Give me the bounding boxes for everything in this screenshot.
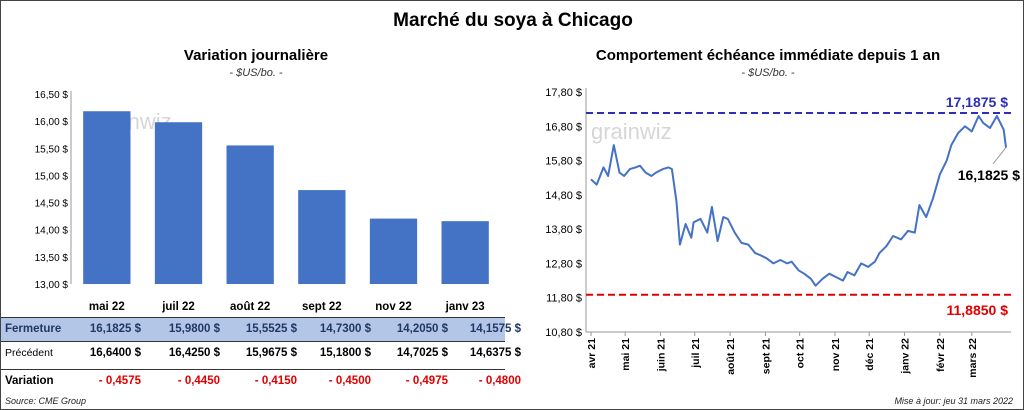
last-value-leader (992, 147, 1007, 165)
x-tick-label: nov 22 (375, 301, 411, 313)
main-title: Marché du soya à Chicago (393, 10, 633, 31)
bar-2 (226, 145, 274, 284)
table-cell-prev-5: 14,6375 $ (469, 347, 521, 359)
max-label: 17,1875 $ (946, 94, 1008, 110)
last-value-label: 16,1825 $ (958, 167, 1020, 183)
line-chart-title: Comportement échéance immédiate depuis 1… (595, 47, 941, 64)
table-cell-var-1: - 0,4450 (177, 375, 220, 387)
row-label-previous: Précédent (5, 347, 53, 359)
y-tick-label: 15,80 $ (545, 156, 582, 168)
source-note: Source: CME Group (5, 396, 87, 406)
table-cell-var-4: - 0,4975 (405, 375, 448, 387)
line-chart-unit: - $US/bo. - (741, 67, 795, 79)
y-tick-label: 16,50 $ (35, 90, 69, 101)
x-tick-label: févr 22 (935, 338, 947, 372)
x-tick-label: juil 22 (161, 301, 195, 313)
x-tick-label: juil 21 (690, 338, 702, 369)
min-label: 11,8850 $ (946, 302, 1008, 318)
table-cell-close-3: 14,7300 $ (319, 323, 371, 335)
x-tick-label: déc 21 (864, 338, 876, 371)
x-tick-label: avr 21 (586, 338, 598, 369)
y-tick-label: 14,00 $ (35, 226, 69, 237)
x-tick-label: juin 21 (656, 338, 668, 372)
table-cell-prev-1: 16,4250 $ (168, 347, 220, 359)
table-cell-close-2: 15,5525 $ (245, 323, 297, 335)
update-note: Mise à jour: jeu 31 mars 2022 (894, 396, 1013, 406)
table-cell-prev-0: 16,6400 $ (89, 347, 141, 359)
table-cell-close-1: 15,9800 $ (168, 323, 220, 335)
bar-0 (83, 111, 131, 284)
x-tick-label: août 22 (230, 301, 270, 313)
table-row-variation: Variation - 0,4575 - 0,4450 - 0,4150 - 0,45… (1, 369, 521, 393)
y-tick-label: 14,80 $ (545, 190, 582, 202)
x-tick-label: août 21 (725, 338, 737, 375)
x-tick-label: janv 22 (900, 338, 912, 375)
y-tick-label: 14,50 $ (35, 199, 69, 210)
table-cell-var-3: - 0,4500 (328, 375, 371, 387)
bar-4 (369, 218, 418, 284)
x-tick-label: mars 22 (967, 338, 979, 378)
table-cell-prev-2: 15,9675 $ (245, 347, 297, 359)
watermark-text: grainwiz (591, 119, 672, 144)
y-tick-label: 16,00 $ (35, 117, 69, 128)
y-tick-label: 15,00 $ (35, 171, 69, 182)
x-tick-label: oct 21 (795, 338, 807, 369)
x-tick-label: sept 22 (302, 301, 342, 313)
table-cell-close-4: 14,2050 $ (396, 323, 448, 335)
y-tick-label: 11,80 $ (546, 293, 582, 305)
row-label-close: Fermeture (5, 323, 62, 335)
y-tick-label: 13,80 $ (545, 224, 582, 236)
y-tick-label: 13,00 $ (35, 280, 69, 291)
bar-chart-title: Variation journalière (183, 47, 329, 64)
bar-chart-unit: - $US/bo. - (229, 67, 283, 79)
line-chart: 10,80 $ 11,80 $ 12,80 $ 13,80 $ 14,80 $ 15,80… (545, 87, 1020, 378)
x-tick-label: nov 21 (830, 338, 842, 371)
x-tick-label: janv 23 (445, 301, 485, 313)
y-tick-label: 16,80 $ (545, 121, 582, 133)
bar-chart: 13,00 $ 13,50 $ 14,00 $ 14,50 $ 15,00 $ 15,50… (35, 90, 489, 313)
y-tick-label: 13,50 $ (35, 253, 69, 264)
table-cell-prev-3: 15,1800 $ (319, 347, 371, 359)
bar-5 (441, 221, 489, 284)
table-cell-prev-4: 14,7025 $ (396, 347, 448, 359)
x-tick-label: sept 21 (760, 338, 772, 374)
price-series-line (590, 115, 1007, 287)
table-cell-close-0: 16,1825 $ (89, 323, 141, 335)
x-tick-label: mai 22 (89, 301, 125, 313)
bar-3 (298, 190, 346, 284)
x-tick-label: mai 21 (620, 338, 632, 371)
y-tick-label: 12,80 $ (545, 258, 582, 270)
table-row-close: Fermeture 16,1825 $ 15,9800 $ 15,5525 $ 14,… (1, 317, 521, 342)
y-tick-label: 17,80 $ (545, 87, 582, 99)
table-cell-var-2: - 0,4150 (254, 375, 297, 387)
table-row-previous: Précédent 16,6400 $ 16,4250 $ 15,9675 $ 15,… (1, 342, 521, 365)
table-cell-var-0: - 0,4575 (98, 375, 141, 387)
bar-1 (154, 122, 203, 284)
table-cell-close-5: 14,1575 $ (469, 323, 521, 335)
y-tick-label: 10,80 $ (545, 327, 582, 339)
row-label-variation: Variation (5, 375, 54, 387)
y-tick-label: 15,50 $ (35, 144, 69, 155)
table-cell-var-5: - 0,4800 (478, 375, 521, 387)
